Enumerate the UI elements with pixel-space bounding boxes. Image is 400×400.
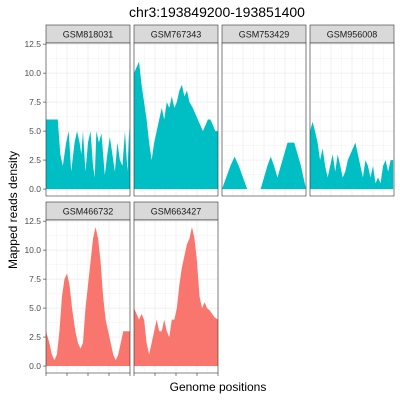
density-area xyxy=(222,142,306,190)
facet-strip-label: GSM818031 xyxy=(63,30,114,40)
panel-gsm663427: GSM663427 xyxy=(133,201,219,376)
panel-border xyxy=(45,42,131,197)
y-tick-label: 5.0 xyxy=(29,303,41,313)
facet-strip-label: GSM466732 xyxy=(63,207,114,217)
panel-border xyxy=(133,42,219,197)
panel-border xyxy=(309,42,395,197)
y-tick-label: 12.5 xyxy=(24,216,41,226)
y-tick-label: 10.0 xyxy=(24,68,41,78)
y-tick-label: 5.0 xyxy=(29,126,41,136)
density-area xyxy=(134,61,218,190)
facet-panels: GSM818031 0.0 2.5 5.0 7.5 10.0 12.5 GSM767343 GS… xyxy=(24,24,395,376)
y-tick-label: 0.0 xyxy=(29,184,41,194)
y-tick-label: 7.5 xyxy=(29,274,41,284)
panel-gsm466732: GSM466732 0.0 2.5 5.0 7.5 10.0 12.5 xyxy=(24,201,131,376)
chart-title: chr3:193849200-193851400 xyxy=(129,4,305,20)
facet-strip-label: GSM753429 xyxy=(239,30,290,40)
density-area xyxy=(134,226,218,367)
facet-strip-label: GSM663427 xyxy=(151,207,202,217)
y-tick-label: 12.5 xyxy=(24,39,41,49)
x-axis-label: Genome positions xyxy=(170,380,267,394)
y-tick-label: 7.5 xyxy=(29,97,41,107)
facet-strip-label: GSM767343 xyxy=(151,30,202,40)
panel-gsm956008: GSM956008 xyxy=(309,24,395,197)
panel-gsm818031: GSM818031 0.0 2.5 5.0 7.5 10.0 12.5 xyxy=(24,24,131,197)
panel-gsm753429: GSM753429 xyxy=(221,24,307,197)
y-tick-label: 10.0 xyxy=(24,245,41,255)
y-tick-label: 2.5 xyxy=(29,155,41,165)
density-area xyxy=(46,226,130,367)
density-area xyxy=(46,119,130,190)
panel-gsm767343: GSM767343 xyxy=(133,24,219,197)
y-tick-label: 2.5 xyxy=(29,332,41,342)
density-area xyxy=(310,121,394,190)
y-axis-label: Mapped reads density xyxy=(6,151,20,269)
panel-border xyxy=(221,42,307,197)
y-tick-label: 0.0 xyxy=(29,361,41,371)
facet-strip-label: GSM956008 xyxy=(327,30,378,40)
